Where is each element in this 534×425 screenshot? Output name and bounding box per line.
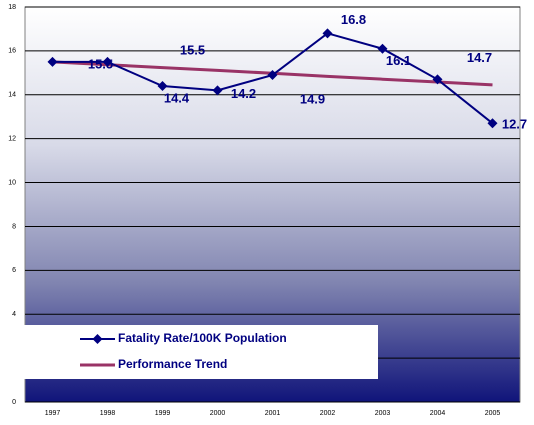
- y-tick-label: 14: [8, 92, 16, 99]
- data-point: [322, 28, 333, 39]
- data-label: 15.5: [180, 42, 205, 57]
- y-tick-label: 12: [8, 136, 16, 143]
- x-tick-label: 2002: [320, 410, 336, 417]
- x-tick-label: 2004: [430, 410, 446, 417]
- data-label: 16.1: [386, 53, 411, 68]
- legend-label: Fatality Rate/100K Population: [118, 331, 287, 345]
- x-tick-label: 2005: [485, 410, 501, 417]
- data-label: 14.4: [164, 90, 190, 105]
- data-point: [267, 70, 278, 81]
- data-point: [157, 81, 168, 91]
- data-point: [487, 118, 498, 129]
- data-label: 14.7: [467, 50, 492, 65]
- legend-label: Performance Trend: [118, 357, 227, 371]
- legend-box: [0, 325, 378, 379]
- x-tick-label: 1998: [100, 410, 116, 417]
- y-tick-label: 6: [12, 267, 16, 274]
- x-tick-label: 1997: [45, 410, 61, 417]
- legend: Fatality Rate/100K Population Performance…: [0, 325, 378, 379]
- x-tick-label: 2000: [210, 410, 226, 417]
- data-point: [377, 43, 388, 54]
- data-label: 12.7: [502, 117, 527, 132]
- y-tick-label: 10: [8, 179, 16, 186]
- y-tick-label: 8: [12, 223, 16, 230]
- x-tick-label: 1999: [155, 410, 171, 417]
- data-label: 14.2: [231, 86, 256, 101]
- data-point: [102, 56, 113, 67]
- data-point: [212, 85, 223, 96]
- data-label: 14.9: [300, 91, 325, 106]
- data-point: [47, 56, 58, 67]
- y-tick-label: 0: [12, 399, 16, 406]
- y-tick-label: 4: [12, 311, 16, 318]
- x-tick-label: 2003: [375, 410, 391, 417]
- x-tick-label: 2001: [265, 410, 281, 417]
- y-tick-label: 18: [8, 4, 16, 11]
- legend-marker: [92, 334, 103, 344]
- data-label: 16.8: [341, 12, 366, 27]
- marks: 15.515.514.4 14.2 14.916.816.1 14.712.7: [47, 12, 527, 132]
- data-point: [432, 74, 443, 85]
- y-tick-label: 16: [8, 48, 16, 55]
